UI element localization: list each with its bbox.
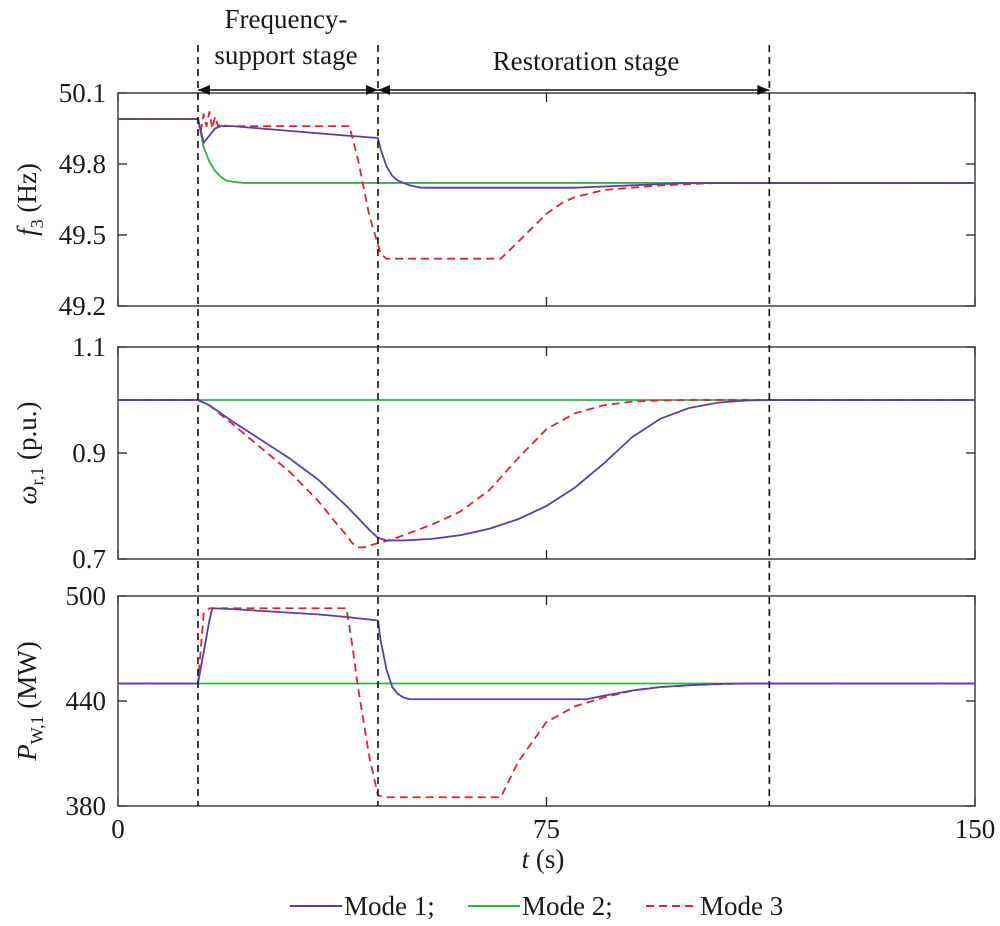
panels-layer: 50.1 49.8 49.5 49.2 f3 (Hz) 1.1 0.9 0.7 ωr,1 (p.… — [12, 78, 995, 844]
legend-mode2-label: Mode 2; — [522, 891, 613, 921]
series-mode1-f3 — [118, 118, 975, 189]
y-axis-label-sub: r,1 — [27, 467, 47, 486]
y-tick-label-f3: 49.5 — [59, 220, 106, 250]
frequency-stage-label-line2: support stage — [214, 40, 357, 70]
y-tick-label-wr1: 1.1 — [72, 332, 106, 362]
series-mode3-pw1 — [118, 607, 975, 799]
y-axis-label-var: ω — [12, 485, 42, 504]
y-tick-label-f3: 49.8 — [59, 149, 106, 179]
y-axis-label-sub: W,1 — [27, 715, 47, 744]
x-axis-label: t (s) — [522, 844, 565, 874]
x-axis-label-var: t — [522, 844, 531, 874]
panel-frame-wr1 — [117, 346, 976, 560]
y-tick-label-wr1: 0.9 — [72, 438, 106, 468]
legend: Mode 1; Mode 2; Mode 3 — [290, 891, 783, 921]
x-tick-label: 0 — [111, 814, 125, 844]
stage-arrow-head-left — [197, 85, 210, 95]
y-axis-label-pw1: PW,1 (MW) — [12, 641, 47, 762]
stage-arrow-head-right — [365, 85, 378, 95]
x-tick-label: 150 — [955, 814, 996, 844]
panel-frame-f3 — [117, 92, 976, 307]
y-axis-label-unit: (p.u.) — [12, 401, 42, 466]
series-mode3-wr1 — [118, 399, 975, 549]
series-mode2-f3 — [118, 118, 975, 184]
y-axis-label-var: P — [12, 744, 42, 762]
panel-frame-pw1 — [117, 595, 976, 807]
y-axis-label-unit: (Hz) — [12, 163, 42, 219]
stage-arrow-head-right — [757, 85, 770, 95]
stage-arrow-head-left — [377, 85, 390, 95]
panel-pw1: 500 440 380 PW,1 (MW) 0 75 150 — [12, 581, 995, 844]
y-axis-label-unit: (MW) — [12, 641, 42, 715]
series-mode3-f3 — [118, 111, 975, 260]
series-mode1-pw1 — [118, 607, 975, 701]
y-tick-label-pw1: 500 — [66, 581, 107, 611]
stage-lines — [197, 45, 771, 806]
restoration-stage-label: Restoration stage — [493, 46, 680, 76]
y-tick-label-f3: 49.2 — [59, 291, 106, 321]
panel-f3: 50.1 49.8 49.5 49.2 f3 (Hz) — [12, 78, 976, 321]
y-tick-label-wr1: 0.7 — [72, 544, 106, 574]
series-mode1-wr1 — [118, 399, 975, 542]
y-axis-label-sub: 3 — [27, 219, 47, 228]
y-axis-label-f3: f3 (Hz) — [12, 163, 47, 236]
y-tick-label-pw1: 380 — [66, 791, 107, 821]
stage-annotations: Frequency- support stage Restoration sta… — [197, 4, 770, 95]
legend-mode1-label: Mode 1; — [344, 891, 435, 921]
panel-wr1: 1.1 0.9 0.7 ωr,1 (p.u.) — [12, 332, 976, 574]
y-tick-label-f3: 50.1 — [59, 78, 106, 108]
stage-arrows — [197, 85, 770, 95]
x-axis-label-unit: (s) — [529, 844, 564, 874]
y-axis-label-var: f — [12, 225, 42, 236]
legend-mode3-label: Mode 3 — [700, 891, 783, 921]
y-tick-label-pw1: 440 — [66, 686, 107, 716]
frequency-stage-label-line1: Frequency- — [225, 4, 348, 34]
x-tick-label: 75 — [533, 814, 560, 844]
y-axis-label-wr1: ωr,1 (p.u.) — [12, 401, 47, 504]
